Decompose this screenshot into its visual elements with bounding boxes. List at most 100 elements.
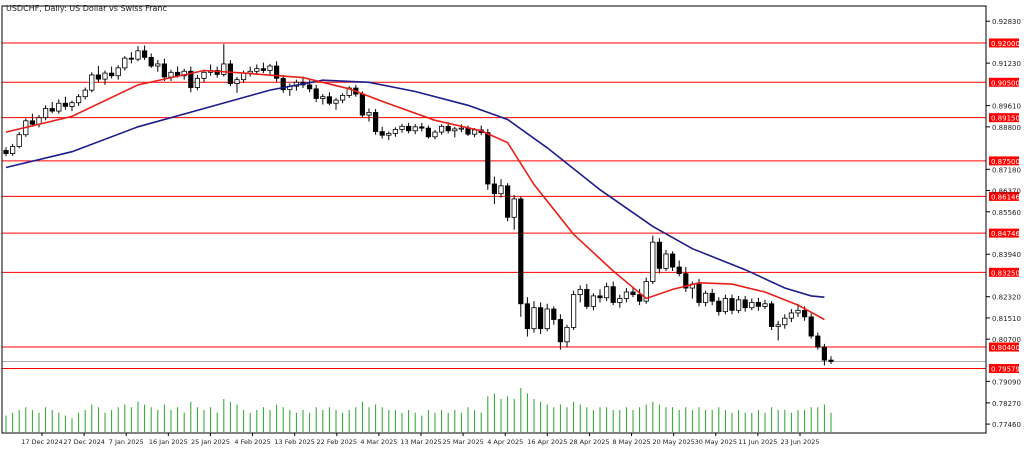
price-tick-label: 0.88800 (992, 124, 1021, 132)
candle-body (637, 294, 643, 302)
chart-title: USDCHF, Daily: US Dollar vs Swiss Franc (6, 4, 167, 13)
candle-body (491, 183, 498, 195)
level-label: 0.89150 (991, 115, 1020, 123)
candle-body (782, 317, 788, 326)
candle-body (326, 96, 333, 104)
candle-body (683, 273, 689, 289)
candle-body (742, 299, 748, 309)
candle-body (306, 84, 313, 90)
time-tick-label: 16 Apr 2025 (527, 438, 567, 446)
candle-body (623, 291, 630, 299)
candle-body (234, 79, 240, 84)
candle-body (214, 70, 220, 75)
price-tick-label: 0.82320 (992, 294, 1021, 302)
candle-body (643, 281, 649, 302)
candle-body (339, 94, 346, 101)
candle-body (221, 63, 227, 75)
candle-body (584, 288, 590, 307)
candle-body (604, 286, 610, 299)
candle-body (102, 72, 108, 80)
candle-body (610, 286, 616, 303)
price-tick-label: 0.79090 (992, 378, 1021, 386)
candle-body (538, 307, 544, 330)
candle-body (89, 74, 95, 91)
price-tick-label: 0.80700 (992, 336, 1021, 344)
candle-body (372, 112, 379, 132)
candle-body (557, 319, 564, 343)
candle-body (815, 335, 821, 348)
candle-body (722, 298, 729, 313)
candle-body (498, 185, 504, 195)
level-label: 0.84746 (991, 230, 1020, 238)
candle-body (775, 324, 781, 327)
level-label-box (989, 156, 1019, 166)
candle-body (9, 146, 16, 154)
candle-body (135, 50, 141, 60)
time-tick-label: 27 Dec 2024 (63, 438, 105, 446)
level-label-box (989, 38, 1019, 48)
candle-body (571, 294, 577, 328)
plot-frame (1, 5, 987, 434)
time-tick-label: 16 Jan 2025 (149, 438, 188, 446)
ma-fast-line (5, 69, 825, 321)
candle-body (504, 185, 511, 218)
candle-body (399, 125, 405, 130)
time-axis: 17 Dec 2024 27 Dec 2024 7 Jan 2025 16 Jan 2… (21, 433, 820, 446)
candle-body (280, 77, 286, 91)
candle-body (95, 74, 101, 80)
volume-bars (5, 388, 832, 432)
candle-body (471, 129, 478, 135)
candle-body (445, 125, 451, 132)
candle-body (564, 326, 570, 343)
price-tick-label: 0.81510 (992, 315, 1021, 323)
candle-body (267, 65, 273, 71)
candle-body (716, 300, 722, 313)
candle-body (273, 65, 280, 79)
candle-body (452, 128, 458, 132)
price-tick-label: 0.85560 (992, 209, 1021, 217)
candle-body (141, 50, 148, 58)
candle-body (3, 150, 9, 154)
moving-averages (5, 69, 825, 321)
price-tick-label: 0.83940 (992, 251, 1021, 259)
price-tick-label: 0.77460 (992, 421, 1021, 429)
candle-body (69, 102, 75, 107)
candle-body (676, 266, 682, 275)
candle-body (808, 316, 814, 337)
candle-body (551, 308, 557, 320)
candle-body (227, 63, 233, 84)
candle-body (82, 89, 88, 98)
level-label-box (989, 113, 1019, 123)
candle-body (254, 68, 260, 72)
level-label: 0.92000 (991, 40, 1020, 48)
candle-body (194, 77, 200, 88)
time-tick-label: 28 Apr 2025 (569, 438, 609, 446)
level-label: 0.80400 (991, 344, 1020, 352)
candle-body (769, 303, 775, 327)
candle-body (260, 68, 267, 71)
candlesticks (3, 44, 834, 366)
time-tick-label: 23 Jun 2025 (780, 438, 819, 446)
candle-body (762, 303, 768, 307)
price-tick-label: 0.91230 (992, 60, 1021, 68)
candle-body (29, 120, 36, 125)
time-tick-label: 4 Mar 2025 (360, 438, 397, 446)
candle-body (359, 93, 366, 116)
time-tick-label: 17 Dec 2024 (21, 438, 63, 446)
price-axis: 0.92830 0.91230 0.89610 0.88800 0.87180 0.863… (1, 5, 1021, 434)
candle-body (597, 295, 603, 299)
candle-body (828, 359, 834, 362)
candle-body (577, 288, 583, 295)
candle-body (161, 63, 167, 78)
level-label: 0.90500 (991, 79, 1020, 87)
candle-body (201, 71, 207, 79)
candle-body (821, 346, 828, 361)
candle-body (703, 292, 709, 303)
candle-body (617, 298, 623, 303)
candle-body (313, 88, 319, 99)
candle-body (419, 126, 425, 129)
candle-body (802, 309, 808, 318)
